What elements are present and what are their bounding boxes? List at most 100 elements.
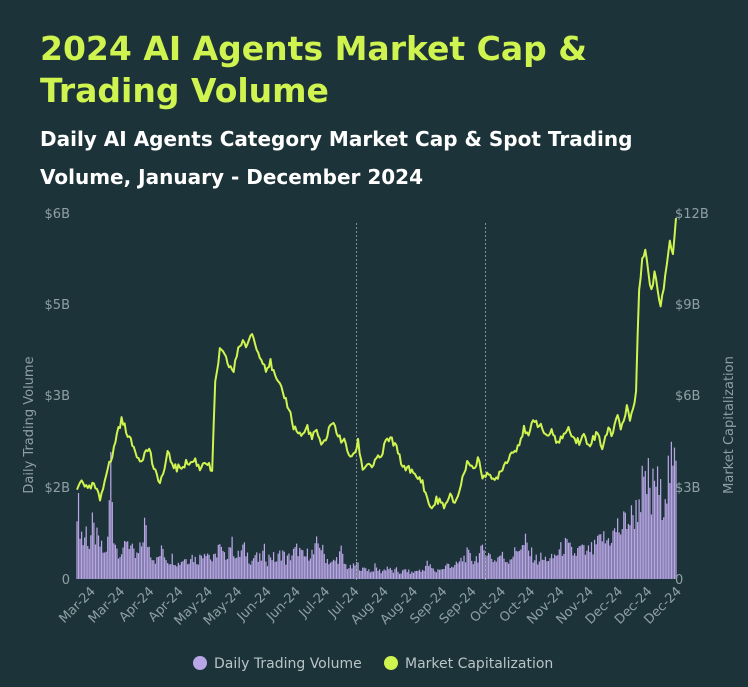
volume-bar: [315, 536, 318, 579]
volume-bar: [294, 547, 296, 579]
volume-bar: [552, 558, 554, 579]
volume-bar: [598, 534, 600, 579]
volume-bar: [127, 541, 129, 579]
volume-bar: [374, 563, 376, 579]
volume-bar: [217, 544, 219, 579]
volume-bar: [237, 550, 239, 579]
volume-bar: [412, 572, 414, 579]
volume-bar: [236, 557, 238, 579]
volume-bar: [428, 566, 430, 579]
volume-bar: [541, 559, 543, 579]
volume-bar: [392, 572, 395, 579]
left-axis-tick: $5B: [45, 298, 70, 313]
volume-bar: [540, 552, 542, 579]
volume-bar: [183, 559, 186, 579]
volume-bar: [280, 560, 282, 579]
volume-bar: [673, 447, 676, 579]
volume-bar: [137, 553, 140, 579]
volume-bar: [632, 515, 634, 579]
volume-bar: [262, 550, 264, 579]
volume-bar: [272, 552, 275, 579]
volume-bar: [334, 560, 336, 579]
volume-bar: [617, 518, 619, 579]
volume-bar: [561, 555, 563, 579]
volume-bar: [193, 562, 195, 579]
volume-bar: [512, 556, 514, 579]
volume-bar: [650, 514, 653, 579]
legend-volume-label: Daily Trading Volume: [214, 656, 362, 672]
volume-bar: [314, 543, 316, 579]
volume-bar: [125, 541, 127, 579]
volume-bar: [196, 564, 198, 579]
volume-bar: [595, 544, 597, 579]
volume-bar: [167, 563, 169, 579]
x-axis-tick: Jul-24: [296, 584, 333, 621]
right-axis-tick: $12B: [675, 207, 709, 222]
volume-bar: [538, 561, 540, 579]
volume-bar: [259, 553, 261, 579]
volume-bar: [299, 547, 301, 579]
volume-bar: [449, 568, 451, 579]
volume-bar: [263, 543, 265, 579]
volume-bar: [147, 547, 149, 579]
volume-bar: [377, 570, 379, 579]
volume-bar: [515, 551, 517, 579]
volume-bar: [613, 528, 616, 579]
volume-bar: [282, 550, 284, 579]
volume-bar: [458, 561, 461, 579]
volume-bar: [615, 532, 617, 579]
right-axis-tick: $6B: [675, 389, 700, 404]
volume-bar: [638, 499, 640, 579]
volume-bar: [208, 554, 210, 579]
volume-bar: [394, 568, 396, 579]
volume-bar: [535, 554, 537, 579]
volume-bar: [134, 558, 136, 579]
volume-bar: [584, 554, 586, 579]
volume-bar: [621, 529, 623, 579]
volume-bar: [475, 556, 477, 579]
volume-bar: [443, 568, 445, 579]
volume-bar: [607, 538, 610, 579]
volume-bar: [461, 561, 464, 579]
volume-bar: [420, 571, 422, 579]
volume-bar: [620, 534, 622, 579]
volume-bar: [472, 564, 474, 579]
volume-bar: [345, 564, 347, 579]
left-axis-tick: $6B: [45, 207, 70, 222]
volume-bar: [322, 544, 324, 579]
volume-bar: [302, 550, 304, 579]
volume-bar: [368, 569, 370, 579]
volume-bar: [372, 571, 375, 579]
volume-bar: [340, 545, 342, 579]
volume-bar: [119, 557, 121, 579]
volume-bar: [289, 560, 292, 579]
volume-bar: [406, 572, 408, 579]
volume-bar: [391, 570, 393, 579]
volume-bar: [188, 563, 190, 579]
volume-bar: [480, 545, 482, 579]
volume-bar: [514, 547, 516, 579]
volume-bar: [216, 557, 218, 579]
volume-bar: [647, 458, 649, 579]
volume-bar: [240, 550, 242, 579]
volume-bar: [268, 554, 270, 579]
volume-bar: [555, 555, 557, 579]
volume-bar: [271, 560, 273, 579]
volume-bar: [203, 553, 206, 579]
volume-bar: [531, 547, 533, 579]
volume-bar: [277, 553, 279, 579]
volume-bar: [369, 572, 371, 579]
volume-bar: [309, 558, 312, 579]
volume-bar: [500, 555, 502, 579]
volume-bar: [337, 563, 339, 579]
volume-bar: [603, 531, 605, 579]
volume-bar: [421, 569, 424, 579]
volume-bar: [140, 546, 143, 579]
volume-bar: [343, 563, 345, 579]
volume-bar: [104, 552, 106, 579]
volume-bar: [425, 565, 427, 579]
volume-bar: [320, 550, 322, 579]
volume-bar: [296, 543, 298, 579]
volume-bar: [606, 540, 608, 579]
